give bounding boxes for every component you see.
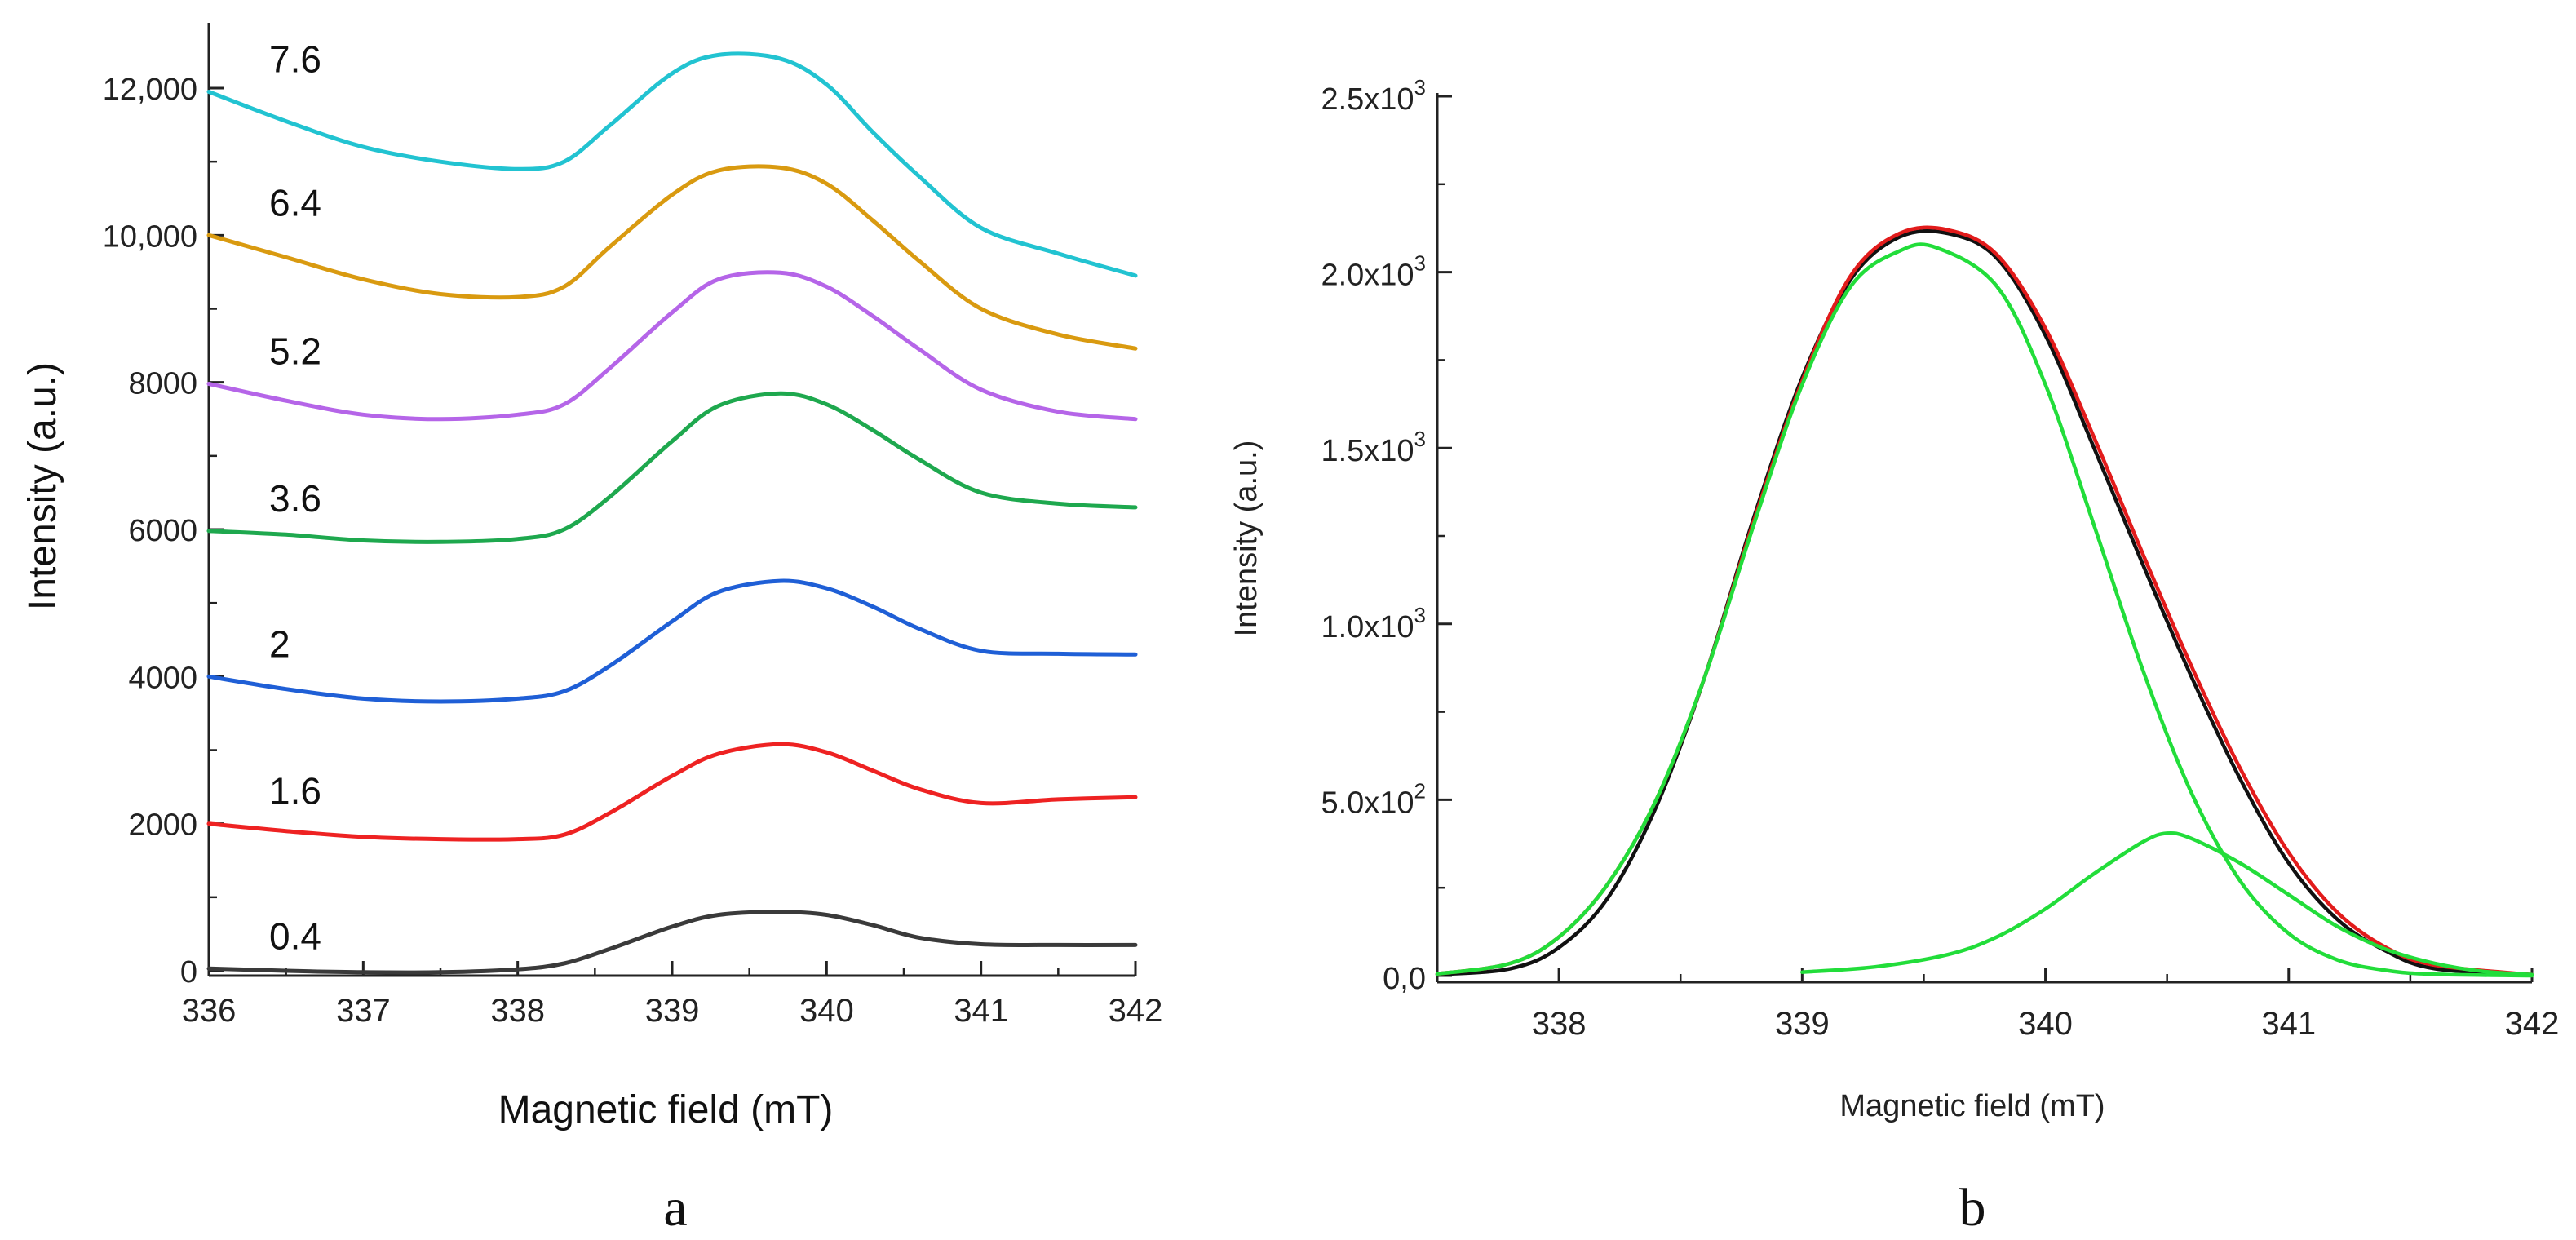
chart-panel-b: 0,05.0x1021.0x1031.5x1032.0x1032.5x10333…	[1229, 75, 2559, 1238]
panel-label-b: b	[1959, 1178, 1986, 1238]
y-tick-label: 0	[180, 955, 197, 990]
y-tick-exponent: 3	[1414, 251, 1426, 276]
chart-panel-a: 0 2000 4000 6000 8000 10,000 12,000 336 337 338 33…	[21, 23, 1162, 1238]
x-tick-label: 338	[490, 993, 545, 1029]
x-axis-title: Magnetic field (mT)	[1839, 1089, 2105, 1123]
x-tick-label: 339	[1775, 1006, 1830, 1042]
x-tick-label: 336	[182, 993, 237, 1029]
y-tick-label: 1.5x103	[1321, 427, 1426, 468]
panel-label-a: a	[663, 1178, 687, 1238]
series-label-0-4: 0.4	[269, 914, 321, 957]
x-tick-label: 337	[336, 993, 391, 1029]
y-tick-label: 1.0x103	[1321, 603, 1426, 644]
y-tick-mantissa: 2.5x10	[1321, 82, 1414, 117]
x-tick-label: 341	[2261, 1006, 2316, 1042]
y-tick-label: 6000	[128, 514, 197, 548]
x-tick-label: 342	[2505, 1006, 2560, 1042]
series-label-6-4: 6.4	[269, 181, 321, 224]
y-tick-label: 0,0	[1383, 962, 1426, 996]
series-line-6-4	[206, 164, 1138, 351]
y-tick-mantissa: 2.0x10	[1321, 259, 1414, 293]
y-tick-exponent: 3	[1414, 75, 1426, 100]
series-label-1-6: 1.6	[269, 770, 321, 813]
series-line-3-6	[206, 391, 1138, 544]
y-tick-label: 2.0x103	[1321, 251, 1426, 293]
x-tick-label: 340	[799, 993, 854, 1029]
series-line-0-4	[206, 910, 1138, 975]
x-tick-label: 340	[2018, 1006, 2073, 1042]
y-tick-mantissa: 1.0x10	[1321, 610, 1414, 644]
x-tick-label: 338	[1532, 1006, 1587, 1042]
y-axis-title: Intensity (a.u.)	[21, 362, 64, 610]
y-tick-mantissa: 0,0	[1383, 962, 1426, 996]
series-line-2	[206, 578, 1138, 704]
y-tick-label: 8000	[128, 367, 197, 401]
series-label-7-6: 7.6	[269, 38, 321, 81]
series-label-2: 2	[269, 622, 290, 665]
y-tick-exponent: 3	[1414, 427, 1426, 451]
y-tick-label: 5.0x102	[1321, 778, 1426, 820]
y-tick-label: 2.5x103	[1321, 75, 1426, 117]
y-tick-exponent: 2	[1414, 778, 1426, 803]
x-tick-label: 339	[645, 993, 700, 1029]
y-tick-exponent: 3	[1414, 603, 1426, 627]
series-label-3-6: 3.6	[269, 477, 321, 520]
series-line-1-6	[206, 742, 1138, 842]
series-line-experimental	[1435, 228, 2534, 977]
series-line-5-2	[206, 270, 1138, 422]
y-tick-mantissa: 1.5x10	[1321, 434, 1414, 468]
x-tick-label: 341	[954, 993, 1008, 1029]
y-axis-title: Intensity (a.u.)	[1229, 441, 1264, 637]
series-line-component-1	[1435, 242, 2534, 978]
series-label-5-2: 5.2	[269, 330, 321, 372]
y-tick-label: 4000	[128, 661, 197, 695]
series-line-7-6	[206, 51, 1138, 278]
y-tick-label: 2000	[128, 808, 197, 843]
y-tick-label: 10,000	[103, 219, 197, 254]
x-tick-label: 342	[1109, 993, 1163, 1029]
x-axis-title: Magnetic field (mT)	[498, 1088, 834, 1132]
y-tick-label: 12,000	[103, 73, 197, 107]
series-line-component-2	[1800, 830, 2534, 976]
y-tick-mantissa: 5.0x10	[1321, 786, 1414, 820]
